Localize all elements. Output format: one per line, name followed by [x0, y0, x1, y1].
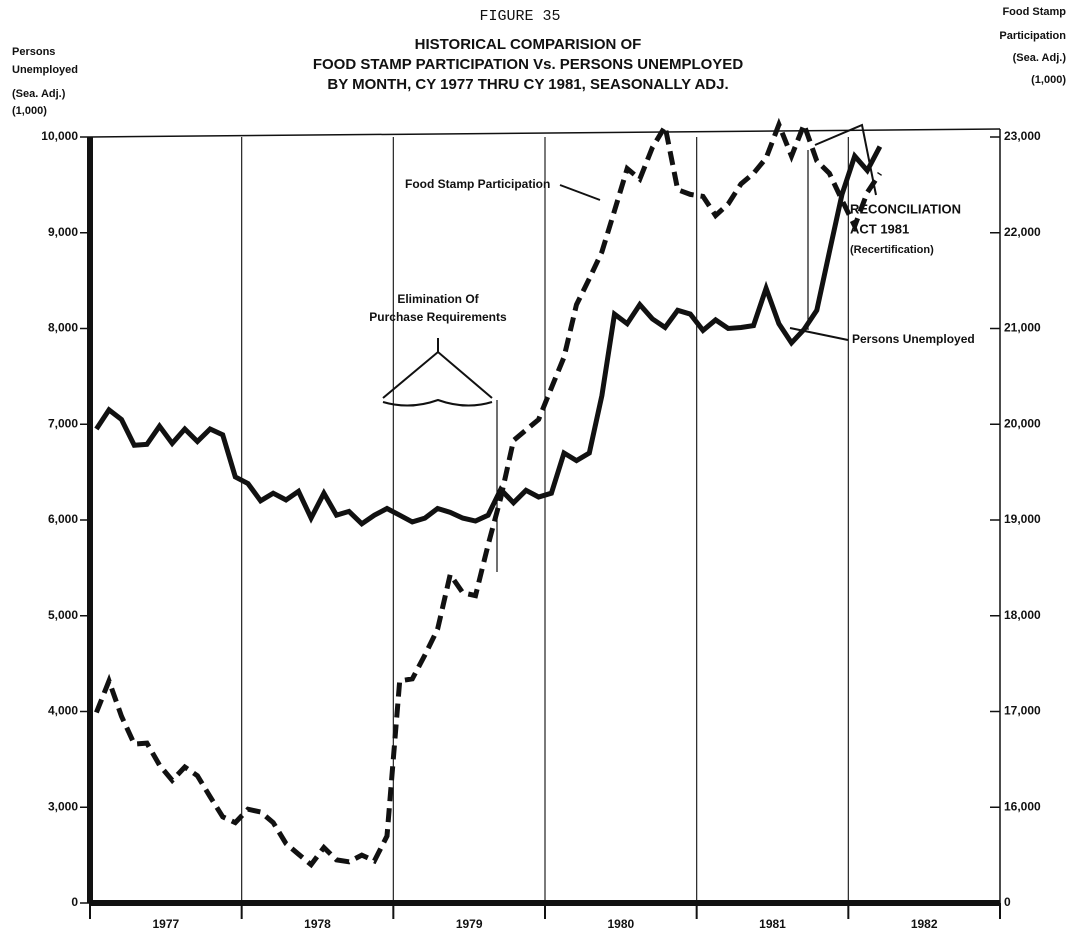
x-tick-label: 1979: [456, 917, 483, 931]
series-callout: Persons Unemployed: [852, 332, 975, 346]
series-line: [94, 117, 882, 869]
series-line: [94, 145, 883, 528]
chart-title: BY MONTH, CY 1977 THRU CY 1981, SEASONAL…: [327, 76, 728, 93]
y2-axis-label: Food Stamp: [1002, 6, 1066, 18]
y2-tick-label: 21,000: [1004, 321, 1041, 335]
y-axis-label: Unemployed: [12, 64, 78, 76]
y2-tick-label: 23,000: [1004, 129, 1041, 143]
y-tick-label: 6,000: [48, 512, 78, 526]
annotation: Purchase Requirements: [369, 310, 507, 324]
y2-axis-label: (Sea. Adj.): [1013, 52, 1067, 64]
y-axis-label: (Sea. Adj.): [12, 88, 66, 100]
y-tick-label: 3,000: [48, 799, 78, 813]
y2-tick-label: 19,000: [1004, 512, 1041, 526]
y-tick-label: 7,000: [48, 416, 78, 430]
y-tick-label: 8,000: [48, 321, 78, 335]
y-axis-label: (1,000): [12, 105, 47, 117]
plot-area: 1977 1978 1979 1980 1981 1982 0 3,000 4,000 5,000…: [41, 117, 1041, 931]
y2-axis-label: (1,000): [1031, 74, 1066, 86]
callout-arrow: [814, 123, 877, 196]
y-tick-label: 4,000: [48, 704, 78, 718]
figure-label: FIGURE 35: [479, 8, 560, 25]
y2-tick-label: 16,000: [1004, 799, 1041, 813]
series-callout: Food Stamp Participation: [405, 177, 550, 191]
x-tick-label: 1980: [607, 917, 634, 931]
y2-axis-label: Participation: [999, 30, 1066, 42]
callout-arrow: [789, 327, 849, 341]
chart-title: HISTORICAL COMPARISION OF: [415, 36, 642, 53]
y-tick-label: 0: [71, 895, 78, 909]
y-tick-label: 5,000: [48, 608, 78, 622]
chart-title: FOOD STAMP PARTICIPATION Vs. PERSONS UNE…: [313, 56, 743, 73]
x-tick-label: 1978: [304, 917, 331, 931]
x-tick-label: 1981: [759, 917, 786, 931]
y-tick-label: 10,000: [41, 129, 78, 143]
y2-tick-label: 22,000: [1004, 225, 1041, 239]
annotation: Elimination Of: [397, 292, 479, 306]
y2-tick-label: 0: [1004, 895, 1011, 909]
y2-tick-label: 20,000: [1004, 416, 1041, 430]
annotation: RECONCILIATION: [850, 201, 961, 216]
y-axis-label: Persons: [12, 46, 55, 58]
callouts: [382, 123, 877, 572]
annotation: ACT 1981: [850, 221, 909, 236]
x-tick-label: 1977: [152, 917, 179, 931]
callout-arrow: [559, 184, 601, 201]
x-tick-label: 1982: [911, 917, 938, 931]
annotation: (Recertification): [850, 244, 934, 256]
callout-arrow: [382, 350, 493, 399]
brace: [382, 398, 493, 407]
y2-tick-label: 17,000: [1004, 704, 1041, 718]
y-tick-label: 9,000: [48, 225, 78, 239]
y2-tick-label: 18,000: [1004, 608, 1041, 622]
